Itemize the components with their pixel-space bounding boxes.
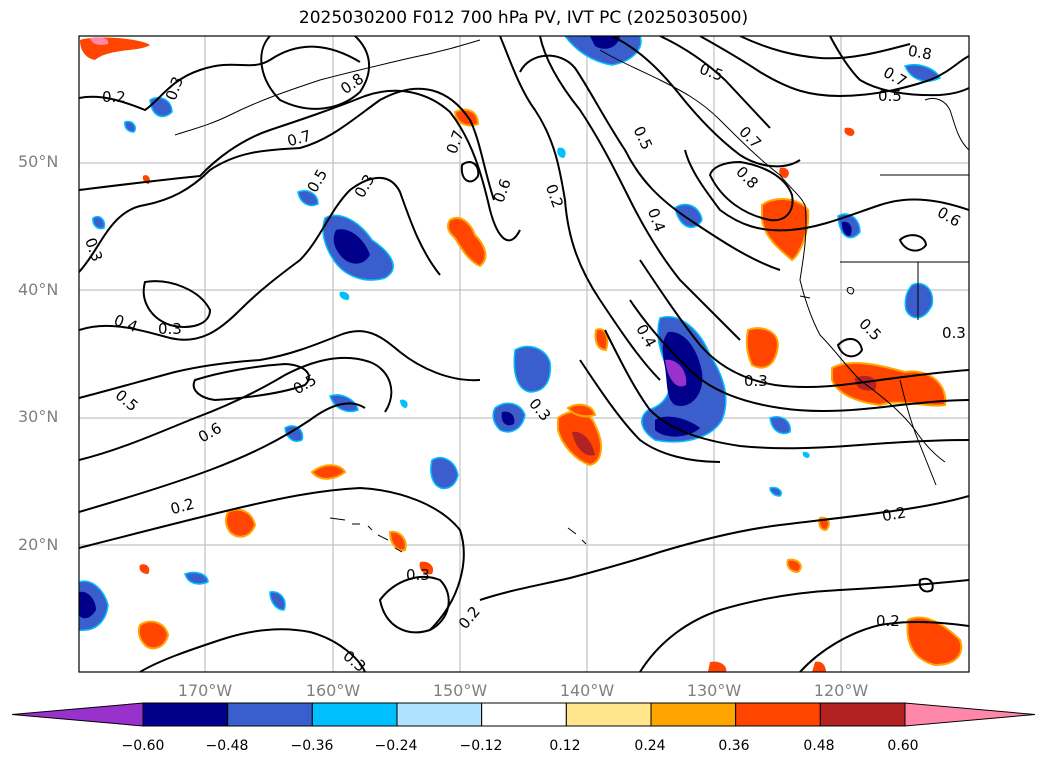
contour-label: 0.3 [406,566,430,584]
gridlines [79,36,969,672]
colorbar-tick: −0.12 [459,738,503,754]
colorbar-tick: 0.48 [803,738,835,754]
colorbar-segment [311,702,398,727]
positive-anomalies [80,37,963,672]
lon-label-140w: 140°W [559,681,615,700]
contour-label: 0.8 [907,42,934,64]
contour-label: 0.3 [942,324,966,342]
colorbar-tick: 0.60 [887,738,919,754]
colorbar-tick: −0.60 [121,738,165,754]
lon-label-130w: 130°W [686,681,742,700]
negative-anomalies [79,36,942,631]
colorbar-segment [650,702,737,727]
islands [329,287,855,553]
pv-contours [79,36,969,672]
colorbar-tick: −0.24 [374,738,418,754]
colorbar-extend-high [904,702,1036,727]
colorbar-segment [396,702,483,727]
colorbar-tick: 0.24 [634,738,666,754]
lon-label-160w: 160°W [305,681,361,700]
contour-label: 0.7 [285,127,313,151]
contour-label: 0.2 [169,495,197,519]
contour-label: 0.3 [158,320,182,338]
contour-label: 0.5 [878,87,902,105]
map-frame [78,35,970,673]
colorbar-extend-low [11,702,144,727]
map-title: 2025030200 F012 700 hPa PV, IVT PC (2025… [298,8,749,28]
lon-label-170w: 170°W [177,681,233,700]
lon-label-120w: 120°W [813,681,869,700]
contour-label: 0.2 [876,612,900,630]
colorbar-tick: −0.48 [205,738,249,754]
lon-label-150w: 150°W [432,681,488,700]
lat-label-30n: 30°N [18,407,59,426]
colorbar-tick: 0.12 [549,738,581,754]
colorbar-segment [565,702,652,727]
colorbar-segment [735,702,821,727]
coastlines [174,39,969,486]
colorbar-segment [142,702,229,727]
lat-label-50n: 50°N [18,152,59,171]
contour-label: 0.3 [744,372,768,390]
colorbar-tick: 0.36 [718,738,750,754]
colorbar-segment [481,702,567,727]
contour-label: 0.2 [881,503,908,525]
colorbar-segment [819,702,906,727]
colorbar-tick: −0.36 [290,738,334,754]
lat-label-20n: 20°N [18,535,59,554]
colorbar [11,702,1036,727]
colorbar-segment [227,702,313,727]
lat-label-40n: 40°N [18,280,59,299]
contour-label: 0.2 [102,88,126,106]
